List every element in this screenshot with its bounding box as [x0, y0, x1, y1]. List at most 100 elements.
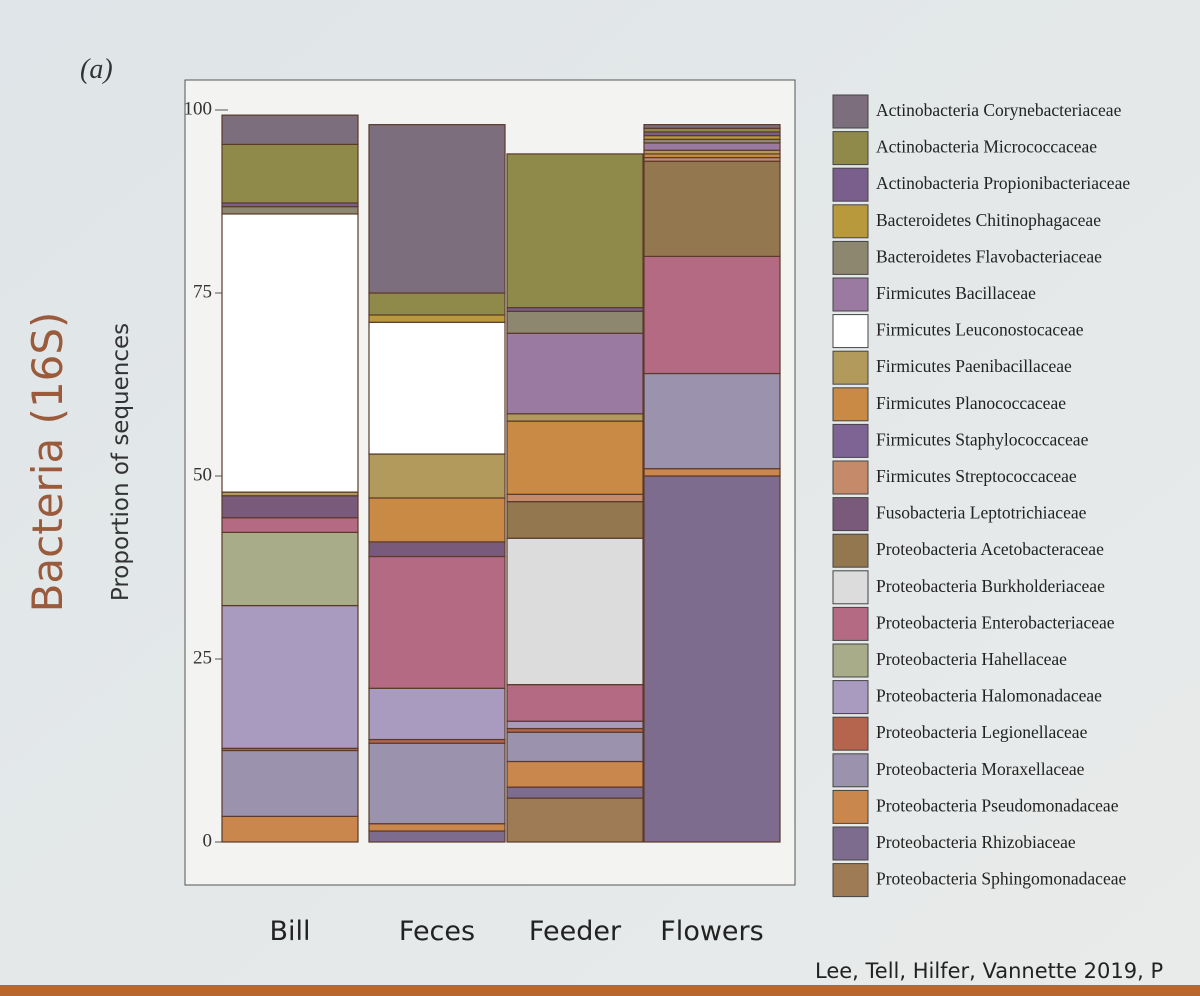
legend-swatch — [832, 533, 869, 568]
legend-swatch — [832, 204, 869, 239]
bar-segment — [506, 786, 644, 799]
x-tick-label: Bill — [269, 916, 310, 947]
legend-label: Firmicutes Leuconostocaceae — [876, 320, 1084, 340]
legend-swatch — [832, 716, 869, 751]
bar-segment — [368, 830, 506, 843]
legend-label: Proteobacteria Sphingomonadaceae — [876, 869, 1126, 889]
bar-segment — [221, 206, 359, 215]
legend-label: Proteobacteria Legionellaceae — [876, 722, 1088, 742]
legend-swatch — [832, 423, 869, 458]
bar-segment — [221, 143, 359, 204]
legend-label: Proteobacteria Rhizobiaceae — [876, 832, 1076, 852]
bar-segment — [221, 517, 359, 533]
legend-label: Firmicutes Bacillaceae — [876, 283, 1036, 303]
x-tick-label: Flowers — [660, 916, 763, 947]
bar-segment — [368, 497, 506, 543]
legend-swatch — [832, 497, 869, 532]
legend-swatch — [832, 606, 869, 641]
bar-segment — [643, 142, 781, 151]
bar-segment — [643, 255, 781, 375]
legend-label: Proteobacteria Pseudomonadaceae — [876, 795, 1119, 815]
bar-segment — [221, 114, 359, 146]
legend-label: Proteobacteria Moraxellaceae — [876, 759, 1085, 779]
bar-segment — [221, 815, 359, 843]
legend-label: Proteobacteria Acetobacteraceae — [876, 539, 1104, 559]
y-tick-label: 0 — [203, 830, 213, 851]
legend-swatch — [832, 680, 869, 715]
legend-swatch — [832, 277, 869, 312]
bar-segment — [506, 797, 644, 843]
legend-swatch — [832, 94, 869, 129]
y-axis-title: Proportion of sequences — [108, 323, 134, 601]
bar-segment — [368, 541, 506, 558]
chart-title: Bacteria (16S) — [23, 312, 72, 613]
legend-label: Proteobacteria Burkholderiaceae — [876, 576, 1105, 596]
panel-label: (a) — [80, 54, 113, 85]
legend-label: Firmicutes Streptococcaceae — [876, 466, 1077, 486]
bar-segment — [506, 413, 644, 422]
legend-swatch — [832, 350, 869, 385]
bar-segment — [506, 153, 644, 309]
legend-swatch — [832, 826, 869, 861]
legend-label: Bacteroidetes Flavobacteriaceae — [876, 246, 1102, 266]
legend-label: Proteobacteria Halomonadaceae — [876, 686, 1102, 706]
citation: Lee, Tell, Hilfer, Vannette 2019, P — [815, 959, 1163, 983]
slide-strip — [0, 985, 1200, 996]
legend-swatch — [832, 167, 869, 202]
y-tick-label: 50 — [193, 464, 212, 485]
legend-label: Firmicutes Staphylococcaceae — [876, 429, 1089, 449]
y-tick-label: 75 — [193, 281, 212, 302]
y-tick-label: 100 — [184, 98, 213, 119]
x-tick-label: Feces — [399, 916, 475, 947]
bar-segment — [643, 475, 781, 843]
y-tick-label: 25 — [193, 647, 212, 668]
legend-swatch — [832, 387, 869, 422]
legend-swatch — [832, 314, 869, 349]
bar-segment — [506, 760, 644, 788]
legend-label: Firmicutes Planococcaceae — [876, 393, 1066, 413]
legend-label: Actinobacteria Propionibacteriaceae — [876, 173, 1130, 193]
legend-label: Firmicutes Paenibacillaceae — [876, 356, 1072, 376]
bar-segment — [643, 124, 781, 129]
bar-segment — [368, 555, 506, 689]
bar-segment — [506, 332, 644, 415]
bar-segment — [221, 531, 359, 607]
bar-segment — [221, 749, 359, 817]
legend-swatch — [832, 863, 869, 898]
bar-segment — [643, 468, 781, 477]
legend-swatch — [832, 789, 869, 824]
legend-label: Fusobacteria Leptotrichiaceae — [876, 503, 1087, 523]
bar-segment — [643, 160, 781, 258]
bar-segment — [506, 720, 644, 730]
bar-segment — [221, 495, 359, 519]
bar-segment — [506, 537, 644, 686]
bar-segment — [221, 213, 359, 493]
legend-swatch — [832, 240, 869, 275]
bar-segment — [506, 684, 644, 722]
bar-segment — [643, 372, 781, 470]
bar-segment — [506, 310, 644, 334]
bar-segment — [368, 823, 506, 832]
bar-segment — [368, 314, 506, 323]
bar-segment — [506, 420, 644, 495]
bar-segment — [368, 687, 506, 741]
bar-segment — [506, 731, 644, 763]
bar-segment — [368, 124, 506, 294]
bar-segment — [368, 321, 506, 455]
bar-segment — [221, 604, 359, 749]
legend-label: Bacteroidetes Chitinophagaceae — [876, 210, 1101, 230]
legend-label: Proteobacteria Enterobacteriaceae — [876, 612, 1115, 632]
legend-swatch — [832, 643, 869, 678]
bar-segment — [368, 742, 506, 825]
bar-segment — [368, 292, 506, 316]
legend-label: Actinobacteria Corynebacteriaceae — [876, 100, 1122, 120]
legend-swatch — [832, 753, 869, 788]
bar-segment — [368, 453, 506, 499]
bar-segment — [506, 501, 644, 539]
legend-swatch — [832, 460, 869, 495]
legend-swatch — [832, 131, 869, 166]
x-tick-label: Feeder — [529, 916, 622, 947]
legend-swatch — [832, 570, 869, 605]
bar-segment — [506, 493, 644, 503]
